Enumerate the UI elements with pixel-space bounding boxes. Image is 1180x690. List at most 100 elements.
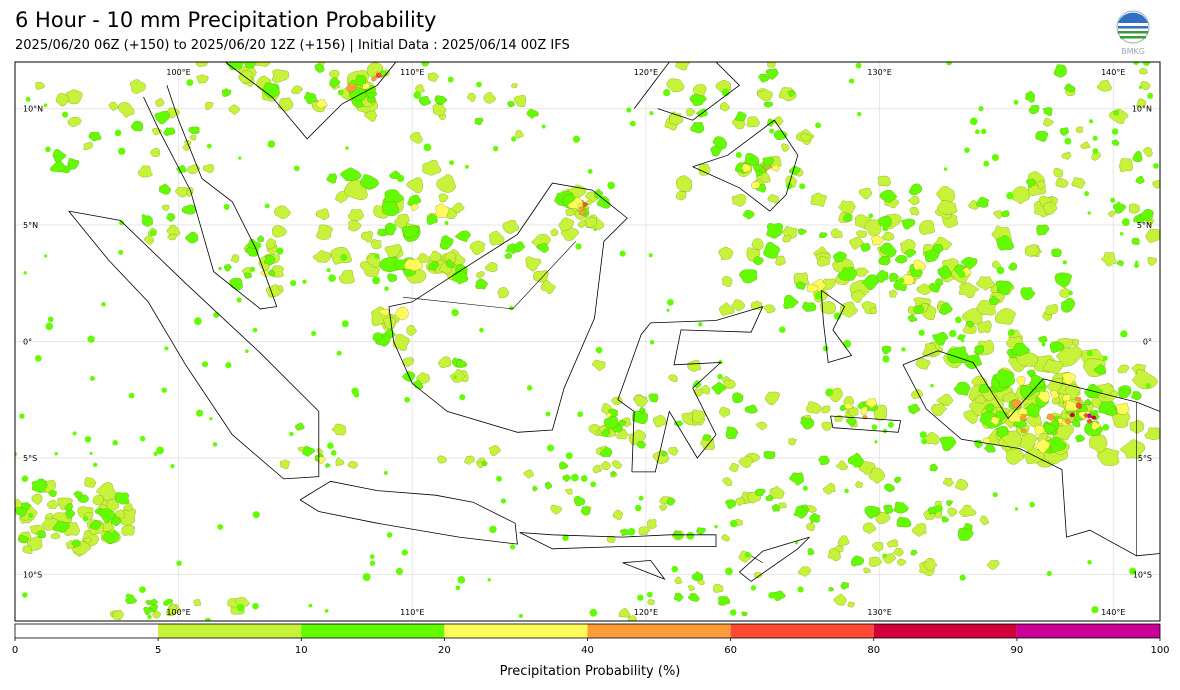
- precip-speck: [996, 266, 1005, 275]
- precip-cell: [67, 116, 82, 127]
- precip-speck: [637, 594, 644, 601]
- precip-speck: [799, 183, 806, 190]
- precip-speck: [1125, 390, 1131, 395]
- precip-speck: [308, 603, 313, 608]
- precip-cell: [638, 526, 651, 536]
- precip-cell: [896, 558, 907, 566]
- precip-cell: [860, 406, 868, 415]
- precip-cell: [370, 239, 382, 250]
- coastline: [692, 119, 799, 212]
- precip-speck: [961, 339, 965, 343]
- precip-cell: [862, 274, 880, 291]
- precip-speck: [141, 214, 146, 218]
- precip-speck: [202, 361, 209, 368]
- precip-cell: [83, 142, 93, 151]
- precip-cell: [889, 272, 899, 282]
- precip-speck: [252, 511, 260, 519]
- precip-speck: [89, 451, 93, 455]
- precip-cell: [394, 213, 410, 229]
- precip-speck: [717, 373, 723, 380]
- precip-cell: [1024, 244, 1040, 257]
- precip-speck: [114, 129, 122, 137]
- precip-cell: [1097, 448, 1120, 466]
- precip-cell: [893, 501, 909, 514]
- precip-speck: [457, 576, 466, 584]
- precip-speck: [1007, 329, 1015, 336]
- precip-cell: [913, 305, 924, 315]
- precip-speck: [959, 574, 966, 581]
- precip-cell: [725, 426, 739, 439]
- precip-speck: [324, 609, 329, 613]
- precip-cell: [1131, 237, 1140, 245]
- precip-cell: [474, 117, 484, 126]
- precip-cell: [806, 401, 822, 414]
- precip-cell: [1001, 430, 1022, 450]
- precip-cell: [1135, 175, 1145, 184]
- precip-cell: [756, 421, 768, 430]
- precip-cell: [721, 534, 731, 542]
- precip-cell: [741, 163, 752, 173]
- precip-cell: [1089, 434, 1108, 454]
- precip-cell: [659, 504, 668, 511]
- precip-speck: [744, 551, 751, 558]
- precip-cell: [910, 549, 918, 556]
- precip-cell: [291, 85, 304, 95]
- precip-speck: [206, 143, 212, 149]
- precip-cell: [818, 455, 830, 466]
- precip-cell: [1116, 260, 1124, 266]
- colorbar-segment: [1016, 624, 1160, 638]
- precip-speck: [983, 160, 990, 167]
- precip-speck: [814, 291, 823, 300]
- precip-cell: [31, 493, 43, 505]
- precip-speck: [106, 507, 110, 512]
- precip-cell: [1038, 335, 1048, 343]
- precip-cell: [1017, 407, 1028, 416]
- precip-cell: [1062, 372, 1076, 385]
- precip-speck: [328, 274, 336, 282]
- precip-cell: [83, 536, 92, 544]
- precip-speck: [992, 492, 998, 498]
- colorbar-tick-label: 80: [867, 645, 880, 656]
- precip-cell: [696, 527, 706, 535]
- lat-tick-label: 10°S: [23, 570, 42, 579]
- precip-cell: [1111, 139, 1120, 146]
- precip-speck: [125, 593, 132, 599]
- precip-cell: [55, 93, 70, 107]
- precip-speck: [627, 527, 636, 536]
- precip-cell: [729, 462, 740, 472]
- precip-cell: [17, 535, 29, 543]
- precip-speck: [21, 475, 29, 482]
- precip-cell: [788, 438, 797, 446]
- precip-speck: [225, 362, 232, 369]
- precip-cell: [781, 226, 797, 239]
- precip-cell: [782, 235, 792, 243]
- precip-cell: [719, 302, 735, 316]
- precip-speck: [118, 147, 126, 155]
- precip-speck: [882, 225, 889, 232]
- precip-speck: [500, 498, 507, 504]
- precip-cell: [908, 195, 920, 206]
- precip-cell: [71, 539, 81, 548]
- precip-cell: [882, 232, 895, 241]
- precip-cell: [540, 280, 556, 294]
- precip-speck: [345, 146, 349, 150]
- precip-cell: [936, 394, 954, 407]
- precip-cell: [335, 457, 345, 467]
- lat-tick-label: 0°: [1143, 338, 1152, 347]
- precip-speck: [22, 592, 28, 598]
- precip-cell: [864, 505, 881, 519]
- precip-speck: [164, 346, 169, 351]
- precip-speck: [797, 586, 804, 593]
- precip-cell: [746, 116, 760, 128]
- precip-speck: [844, 488, 849, 494]
- precip-cell: [978, 383, 989, 393]
- coastline: [225, 62, 397, 140]
- precip-speck: [1135, 260, 1139, 265]
- precip-cell: [387, 273, 397, 283]
- precip-cell: [1064, 400, 1079, 412]
- precip-speck: [276, 247, 284, 255]
- lat-tick-label: 10°N: [23, 105, 43, 114]
- precip-speck: [848, 78, 855, 84]
- precip-speck: [147, 614, 152, 620]
- precip-cell: [984, 444, 996, 453]
